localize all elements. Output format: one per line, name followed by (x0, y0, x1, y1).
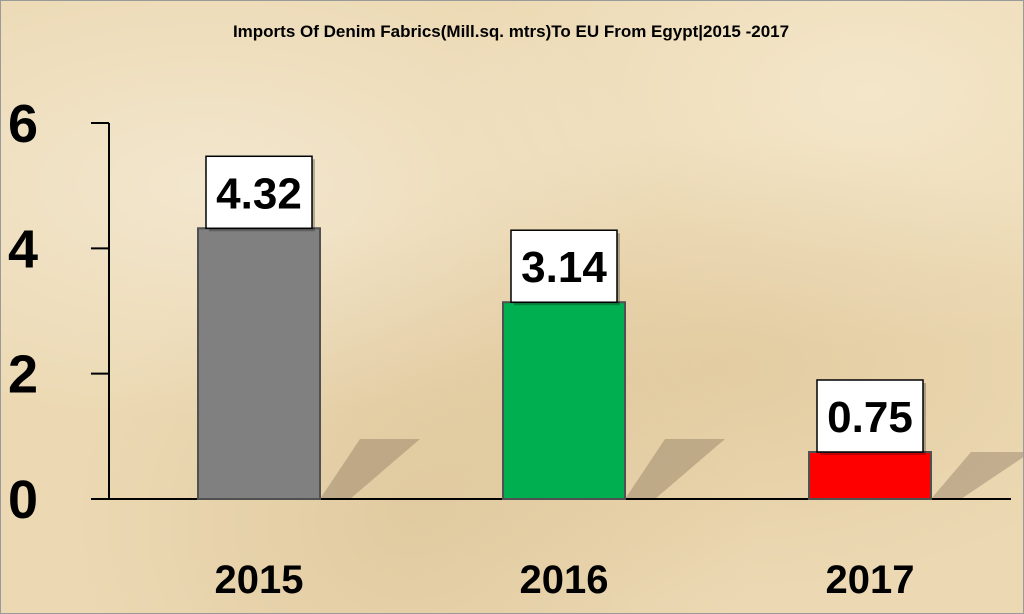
bar-2017 (808, 451, 932, 500)
x-tick-label: 2016 (520, 558, 609, 602)
bar-shadow (320, 439, 420, 499)
data-label-box (205, 155, 313, 230)
y-tick-label: 0 (8, 470, 38, 530)
bar-2015 (197, 227, 321, 500)
bar-shadow (931, 452, 1023, 499)
data-label-box (816, 379, 924, 453)
x-tick-label: 2017 (826, 558, 915, 602)
data-label: 3.14 (521, 243, 607, 292)
x-tick-label: 2015 (215, 558, 304, 602)
bar-2016 (502, 301, 626, 500)
bar-shadow (625, 439, 725, 499)
data-label: 4.32 (216, 169, 302, 218)
data-label-box (510, 229, 618, 303)
y-tick-label: 4 (8, 219, 38, 279)
y-tick-label: 2 (8, 345, 38, 405)
chart-title: Imports Of Denim Fabrics(Mill.sq. mtrs)T… (233, 22, 789, 41)
y-tick-label: 6 (8, 94, 38, 154)
data-label: 0.75 (827, 393, 913, 442)
